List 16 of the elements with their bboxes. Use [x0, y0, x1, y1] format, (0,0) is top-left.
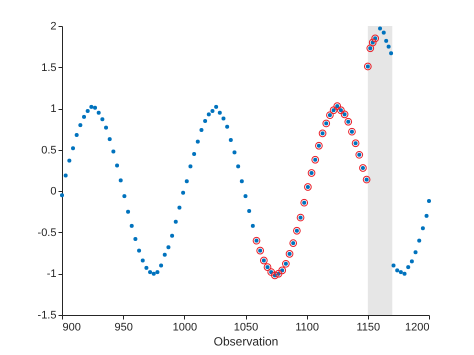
x-tick-label: 950 [114, 322, 133, 334]
x-tick-label: 1200 [405, 322, 430, 334]
y-tick-label: -1.5 [38, 310, 56, 322]
y-tick-label: -0.5 [38, 226, 56, 239]
y-tick-label: 0 [50, 186, 56, 198]
y-tick-label: 1.5 [41, 62, 56, 74]
x-tick-label: 1150 [356, 322, 380, 334]
y-tick-label: 1 [50, 103, 56, 116]
y-tick-label: 0.5 [41, 144, 56, 156]
y-tick-label: -1 [46, 268, 56, 280]
x-tick-label: 1050 [234, 322, 258, 334]
y-tick-label: 2 [50, 20, 56, 32]
x-tick-label: 1000 [172, 322, 198, 334]
x-tick-label: 1100 [295, 322, 319, 334]
x-tick-label: 900 [62, 322, 81, 334]
x-axis-title: Observation [214, 334, 278, 348]
